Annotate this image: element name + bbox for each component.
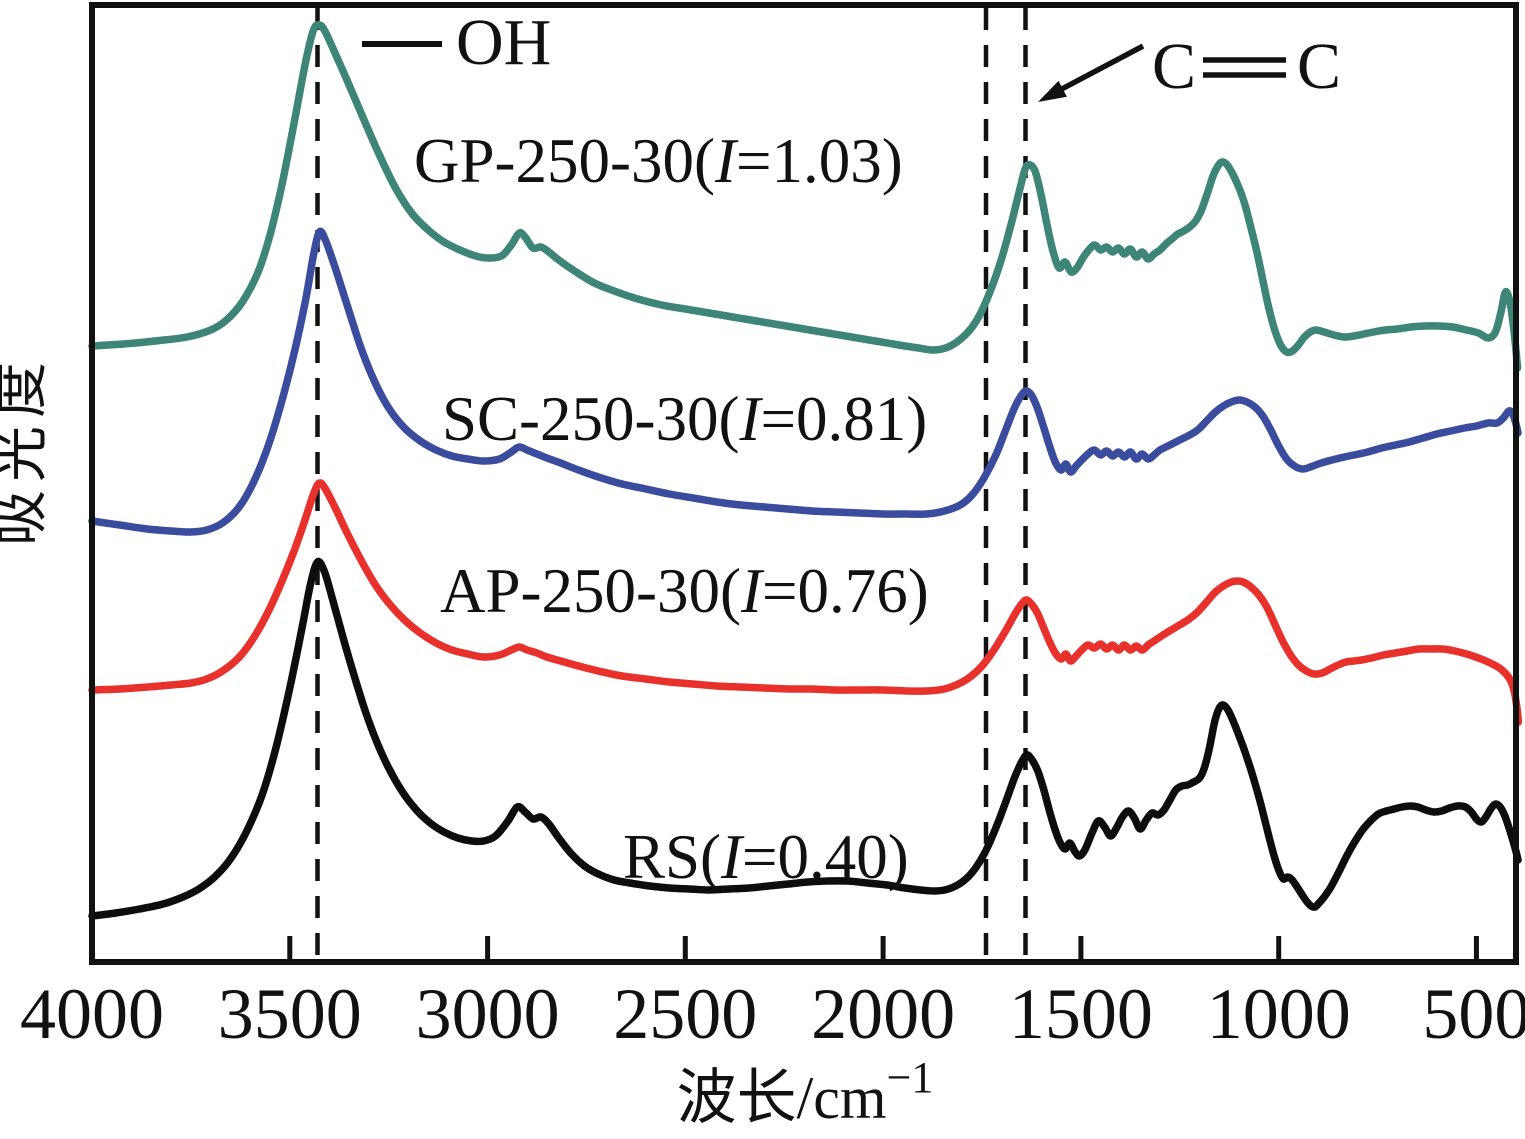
x-tick-label-2000: 2000 <box>811 974 955 1054</box>
x-tick-label-2500: 2500 <box>613 974 757 1054</box>
x-tick-label-3500: 3500 <box>218 974 362 1054</box>
x-axis-ticks-group: 4000 3500 3000 2500 2000 1500 1000 500 <box>20 936 1525 1054</box>
oh-annotation: OH <box>362 6 551 79</box>
cc-left-carbon-label: C <box>1152 30 1196 103</box>
cc-arrow-head <box>1038 80 1067 102</box>
spectrum-curve-sc-250-30 <box>88 227 1522 536</box>
oh-annotation-label: OH <box>456 6 551 79</box>
x-axis-title: 波长/cm−1 <box>677 1053 934 1131</box>
x-axis-title-main: 波长/cm <box>677 1065 887 1131</box>
cc-arrow-line <box>1056 43 1145 94</box>
series-label-ap-250-30: AP-250-30(I=0.76) <box>440 556 929 626</box>
series-label-gp-250-30: GP-250-30(I=1.03) <box>414 126 903 196</box>
x-axis-title-superscript: −1 <box>887 1053 934 1102</box>
cc-right-carbon-label: C <box>1297 30 1341 103</box>
plot-frame <box>89 2 1519 965</box>
spectrum-curve-rs <box>88 557 1522 920</box>
x-tick-label-1500: 1500 <box>1009 974 1153 1054</box>
spectrum-curve-ap-250-30 <box>88 479 1523 726</box>
y-axis-title: 吸光度 <box>0 354 53 546</box>
spectra-curves-group <box>88 21 1523 920</box>
spectrum-curve-gp-250-30 <box>88 21 1522 372</box>
series-label-rs: RS(I=0.40) <box>623 822 909 892</box>
cc-annotation: C C <box>1038 30 1341 103</box>
series-labels-group: GP-250-30(I=1.03) SC-250-30(I=0.81) AP-250… <box>414 126 929 892</box>
x-tick-label-4000: 4000 <box>20 974 164 1054</box>
x-tick-label-1000: 1000 <box>1207 974 1351 1054</box>
series-label-sc-250-30: SC-250-30(I=0.81) <box>442 384 927 454</box>
x-tick-label-3000: 3000 <box>416 974 560 1054</box>
x-tick-label-500: 500 <box>1422 974 1525 1054</box>
